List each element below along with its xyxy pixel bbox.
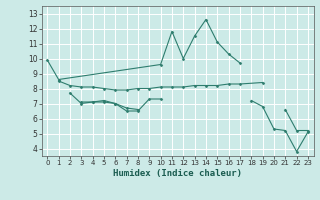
X-axis label: Humidex (Indice chaleur): Humidex (Indice chaleur) [113,169,242,178]
